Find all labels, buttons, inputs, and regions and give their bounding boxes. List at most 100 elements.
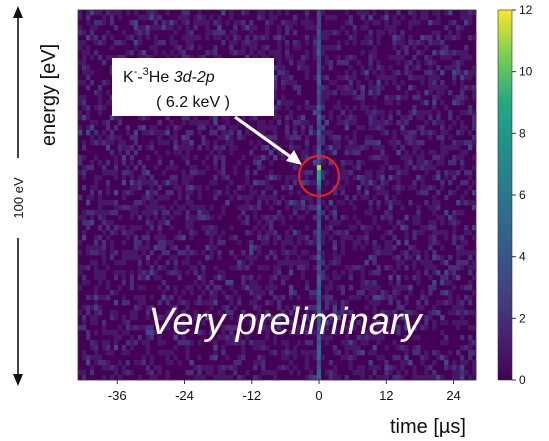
heatmap-cell — [388, 115, 393, 121]
heatmap-cell — [288, 265, 294, 271]
heatmap-cell — [300, 315, 306, 321]
heatmap-cell — [380, 335, 385, 341]
heatmap-cell — [157, 275, 162, 281]
heatmap-cell — [468, 85, 473, 91]
heatmap-cell — [284, 10, 290, 16]
heatmap-cell — [121, 155, 127, 161]
heatmap-cell — [324, 130, 330, 136]
heatmap-cell — [408, 135, 413, 141]
heatmap-cell — [416, 255, 421, 261]
heatmap-cell — [129, 310, 135, 316]
heatmap-cell — [193, 120, 198, 126]
heatmap-cell — [316, 75, 322, 81]
heatmap-cell — [137, 175, 142, 181]
heatmap-cell — [400, 185, 405, 191]
heatmap-cell — [424, 265, 429, 271]
heatmap-cell — [428, 20, 433, 26]
heatmap-cell — [332, 250, 337, 256]
heatmap-cell — [133, 30, 138, 36]
heatmap-cell — [269, 230, 274, 236]
heatmap-cell — [269, 170, 274, 176]
heatmap-cell — [292, 330, 298, 336]
heatmap-cell — [384, 315, 389, 321]
heatmap-cell — [328, 200, 334, 206]
heatmap-cell — [352, 175, 357, 181]
heatmap-cell — [93, 155, 99, 161]
heatmap-cell — [185, 355, 190, 361]
heatmap-cell — [352, 75, 357, 81]
heatmap-cell — [225, 365, 230, 371]
heatmap-cell — [332, 80, 337, 86]
heatmap-cell — [209, 365, 214, 371]
heatmap-cell — [245, 230, 250, 236]
heatmap-cell — [436, 30, 441, 36]
heatmap-cell — [468, 175, 473, 181]
heatmap-cell — [412, 345, 417, 351]
heatmap-cell — [237, 360, 242, 366]
heatmap-cell — [460, 160, 465, 166]
heatmap-cell — [304, 155, 310, 161]
heatmap-cell — [432, 325, 437, 331]
heatmap-cell — [280, 310, 286, 316]
heatmap-cell — [145, 240, 150, 246]
heatmap-cell — [145, 330, 150, 336]
heatmap-cell — [320, 270, 326, 276]
heatmap-cell — [392, 145, 397, 151]
heatmap-cell — [97, 200, 103, 206]
heatmap-cell — [129, 315, 135, 321]
heatmap-cell — [149, 25, 154, 31]
heatmap-cell — [312, 290, 318, 296]
heatmap-cell — [269, 205, 274, 211]
heatmap-cell — [440, 40, 445, 46]
heatmap-cell — [312, 205, 318, 211]
heatmap-cell — [137, 245, 142, 251]
heatmap-cell — [332, 345, 337, 351]
heatmap-cell — [78, 310, 83, 316]
heatmap-cell — [225, 185, 230, 191]
heatmap-cell — [221, 275, 226, 281]
heatmap-cell — [368, 325, 373, 331]
heatmap-cell — [424, 100, 429, 106]
heatmap-cell — [368, 255, 373, 261]
heatmap-cell — [277, 200, 282, 206]
heatmap-cell — [93, 175, 99, 181]
heatmap-cell — [141, 180, 146, 186]
heatmap-cell — [78, 215, 83, 221]
heatmap-cell — [89, 250, 95, 256]
heatmap-cell — [97, 20, 103, 26]
heatmap-cell — [273, 325, 278, 331]
heatmap-cell — [157, 160, 162, 166]
heatmap-cell — [420, 125, 425, 131]
heatmap-cell — [189, 165, 194, 171]
heatmap-cell — [121, 175, 127, 181]
heatmap-cell — [93, 180, 99, 186]
heatmap-cell — [320, 260, 326, 266]
heatmap-cell — [360, 145, 365, 151]
heatmap-cell — [185, 25, 190, 31]
heatmap-cell — [149, 325, 154, 331]
heatmap-cell — [376, 375, 381, 381]
heatmap-cell — [193, 35, 198, 41]
heatmap-cell — [153, 40, 158, 46]
heatmap-cell — [153, 150, 158, 156]
heatmap-cell — [109, 140, 115, 146]
heatmap-cell — [245, 275, 250, 281]
heatmap-cell — [388, 100, 393, 106]
heatmap-cell — [376, 20, 381, 26]
heatmap-cell — [193, 205, 198, 211]
heatmap-cell — [432, 270, 437, 276]
heatmap-cell — [400, 345, 405, 351]
heatmap-cell — [265, 315, 270, 321]
heatmap-cell — [109, 65, 115, 71]
heatmap-cell — [432, 95, 437, 101]
heatmap-cell — [141, 25, 146, 31]
heatmap-cell — [169, 50, 174, 56]
heatmap-cell — [300, 155, 306, 161]
heatmap-cell — [392, 375, 397, 381]
heatmap-cell — [265, 310, 270, 316]
heatmap-cell — [316, 325, 322, 331]
heatmap-cell — [197, 35, 202, 41]
heatmap-cell — [304, 65, 310, 71]
heatmap-cell — [380, 290, 385, 296]
heatmap-cell — [312, 155, 318, 161]
